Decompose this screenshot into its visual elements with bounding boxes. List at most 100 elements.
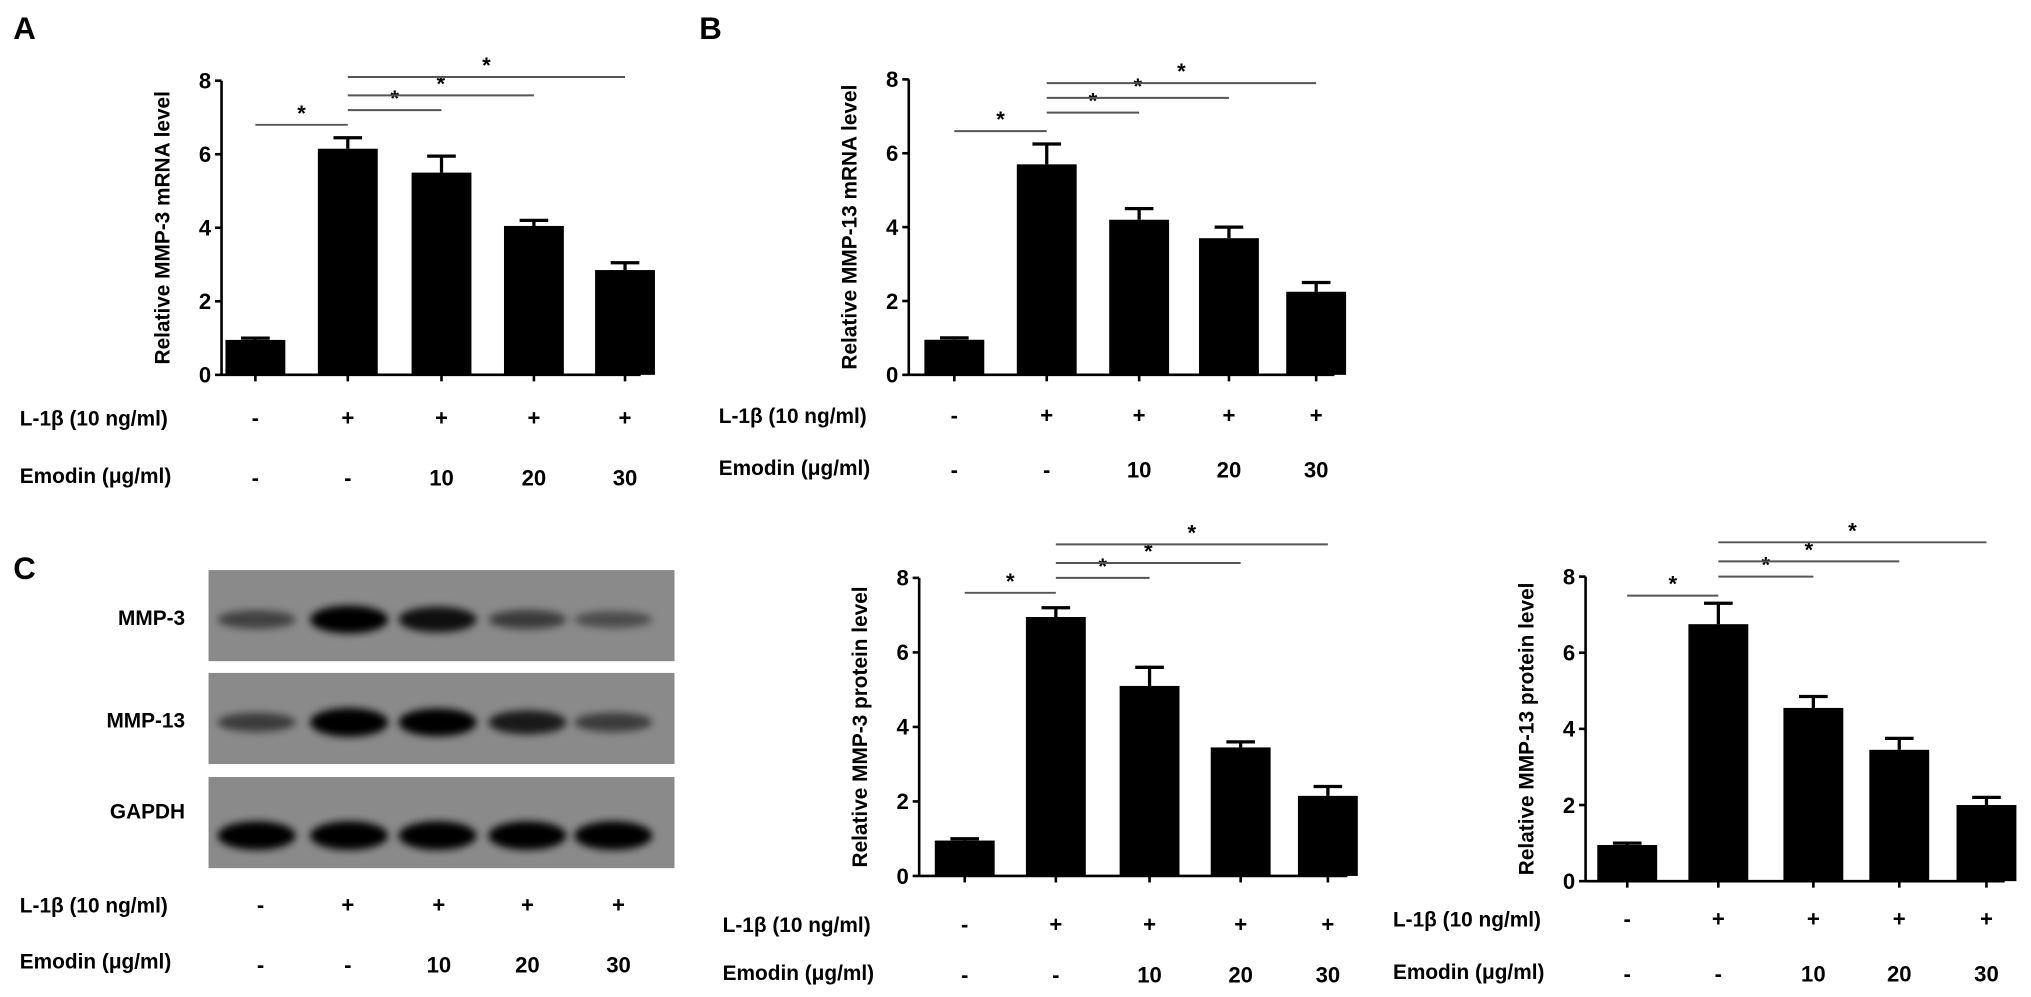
bar bbox=[1109, 219, 1170, 375]
blot-band bbox=[310, 708, 389, 737]
emodin-value: - bbox=[344, 952, 351, 977]
emodin-value: 20 bbox=[1887, 961, 1912, 986]
emodin-value: - bbox=[1043, 458, 1050, 483]
emodin-value: 30 bbox=[613, 465, 638, 490]
y-tick-label: 4 bbox=[896, 715, 909, 740]
blot-band bbox=[574, 821, 653, 850]
y-tick-label: 0 bbox=[886, 363, 898, 388]
chart-B: 0 2 4 6 8 Relative MMP-13 mRNA level * * * * L-1β … bbox=[719, 59, 1347, 483]
il1b-row-label: L-1β (10 ng/ml) bbox=[20, 894, 168, 917]
il1b-value: + bbox=[1040, 403, 1053, 428]
y-tick-label: 4 bbox=[1563, 717, 1576, 742]
significance-star: * bbox=[1006, 569, 1015, 594]
emodin-value: - bbox=[961, 963, 968, 988]
y-tick-label: 4 bbox=[886, 215, 899, 240]
emodin-value: 30 bbox=[606, 952, 631, 977]
il1b-value: + bbox=[1143, 912, 1156, 937]
panel-letter-b: B bbox=[699, 11, 722, 46]
y-tick-label: 0 bbox=[896, 864, 908, 889]
y-tick-label: 8 bbox=[199, 69, 211, 94]
y-tick-label: 2 bbox=[886, 289, 898, 314]
blot-band bbox=[310, 821, 389, 850]
il1b-row-label: L-1β (10 ng/ml) bbox=[723, 914, 871, 937]
emodin-value: 10 bbox=[1137, 963, 1162, 988]
il1b-value: - bbox=[951, 403, 958, 428]
significance-star: * bbox=[1668, 572, 1677, 597]
significance-star: * bbox=[1098, 554, 1107, 579]
blot-band bbox=[217, 821, 296, 850]
bar bbox=[1199, 238, 1259, 375]
il1b-value: + bbox=[612, 892, 625, 917]
y-tick-label: 0 bbox=[199, 363, 211, 388]
emodin-value: 30 bbox=[1974, 961, 1999, 986]
il1b-row-label: L-1β (10 ng/ml) bbox=[1393, 909, 1541, 932]
significance-star: * bbox=[1762, 553, 1771, 578]
bar bbox=[1119, 685, 1180, 876]
y-tick-label: 6 bbox=[1563, 641, 1575, 666]
bar bbox=[1783, 707, 1844, 882]
western-blot: MMP-3 MMP-13 GAPDH L-1β (10 ng/ml) Emodin (μ… bbox=[20, 570, 675, 977]
emodin-value: - bbox=[344, 465, 351, 490]
emodin-value: 20 bbox=[515, 952, 540, 977]
il1b-value: + bbox=[341, 892, 354, 917]
y-tick-label: 2 bbox=[1563, 793, 1575, 818]
y-tick-label: 6 bbox=[199, 142, 211, 167]
bar bbox=[317, 148, 378, 375]
blot-label: MMP-3 bbox=[118, 607, 185, 630]
y-axis-label: Relative MMP-3 mRNA level bbox=[151, 91, 174, 364]
bar bbox=[595, 270, 655, 375]
significance-star: * bbox=[437, 72, 446, 97]
bar bbox=[1025, 617, 1086, 876]
bar bbox=[1210, 747, 1271, 876]
blot-label: GAPDH bbox=[110, 801, 185, 824]
bar bbox=[503, 225, 564, 375]
significance-star: * bbox=[1134, 74, 1143, 99]
emodin-value: 10 bbox=[429, 465, 454, 490]
significance-star: * bbox=[482, 53, 491, 78]
il1b-value: + bbox=[435, 406, 448, 431]
emodin-row-label: Emodin (μg/ml) bbox=[1393, 961, 1544, 984]
y-tick-label: 8 bbox=[1563, 564, 1575, 589]
y-tick-label: 2 bbox=[199, 289, 211, 314]
y-tick-label: 0 bbox=[1563, 869, 1575, 894]
il1b-value: + bbox=[1133, 403, 1146, 428]
chart-C1: 0 2 4 6 8 Relative MMP-3 protein level * * * * L-1… bbox=[723, 520, 1358, 988]
il1b-value: - bbox=[257, 892, 264, 917]
significance-star: * bbox=[1144, 539, 1153, 564]
blot-band bbox=[310, 605, 389, 634]
significance-star: * bbox=[1089, 89, 1098, 114]
blot-band bbox=[574, 712, 653, 733]
bar bbox=[1956, 805, 2017, 882]
y-tick-label: 8 bbox=[886, 67, 898, 92]
blot-band bbox=[217, 712, 296, 733]
significance-star: * bbox=[1848, 518, 1857, 543]
significance-star: * bbox=[1177, 59, 1186, 84]
y-tick-label: 2 bbox=[896, 789, 908, 814]
emodin-value: 10 bbox=[427, 952, 452, 977]
blot-band bbox=[488, 710, 567, 735]
blot-band bbox=[574, 611, 653, 629]
chart-C2: 0 2 4 6 8 Relative MMP-13 protein level * * * * L-… bbox=[1393, 518, 2017, 986]
bar bbox=[924, 339, 985, 375]
il1b-value: + bbox=[1893, 907, 1906, 932]
significance-star: * bbox=[1805, 537, 1814, 562]
emodin-row-label: Emodin (μg/ml) bbox=[20, 465, 171, 488]
y-axis-label: Relative MMP-13 protein level bbox=[1516, 583, 1539, 876]
significance-star: * bbox=[1188, 520, 1197, 545]
emodin-value: - bbox=[1052, 963, 1059, 988]
significance-star: * bbox=[297, 101, 306, 126]
il1b-value: + bbox=[1222, 403, 1235, 428]
il1b-value: + bbox=[521, 892, 534, 917]
il1b-value: + bbox=[1049, 912, 1062, 937]
significance-star: * bbox=[996, 107, 1005, 132]
bar bbox=[1016, 164, 1077, 375]
bar bbox=[411, 172, 472, 375]
il1b-value: + bbox=[619, 406, 632, 431]
emodin-value: - bbox=[252, 465, 259, 490]
y-axis-label: Relative MMP-13 mRNA level bbox=[839, 85, 862, 370]
il1b-value: - bbox=[1624, 907, 1631, 932]
emodin-value: 20 bbox=[1228, 963, 1253, 988]
il1b-value: + bbox=[1807, 907, 1820, 932]
emodin-row-label: Emodin (μg/ml) bbox=[719, 457, 870, 480]
